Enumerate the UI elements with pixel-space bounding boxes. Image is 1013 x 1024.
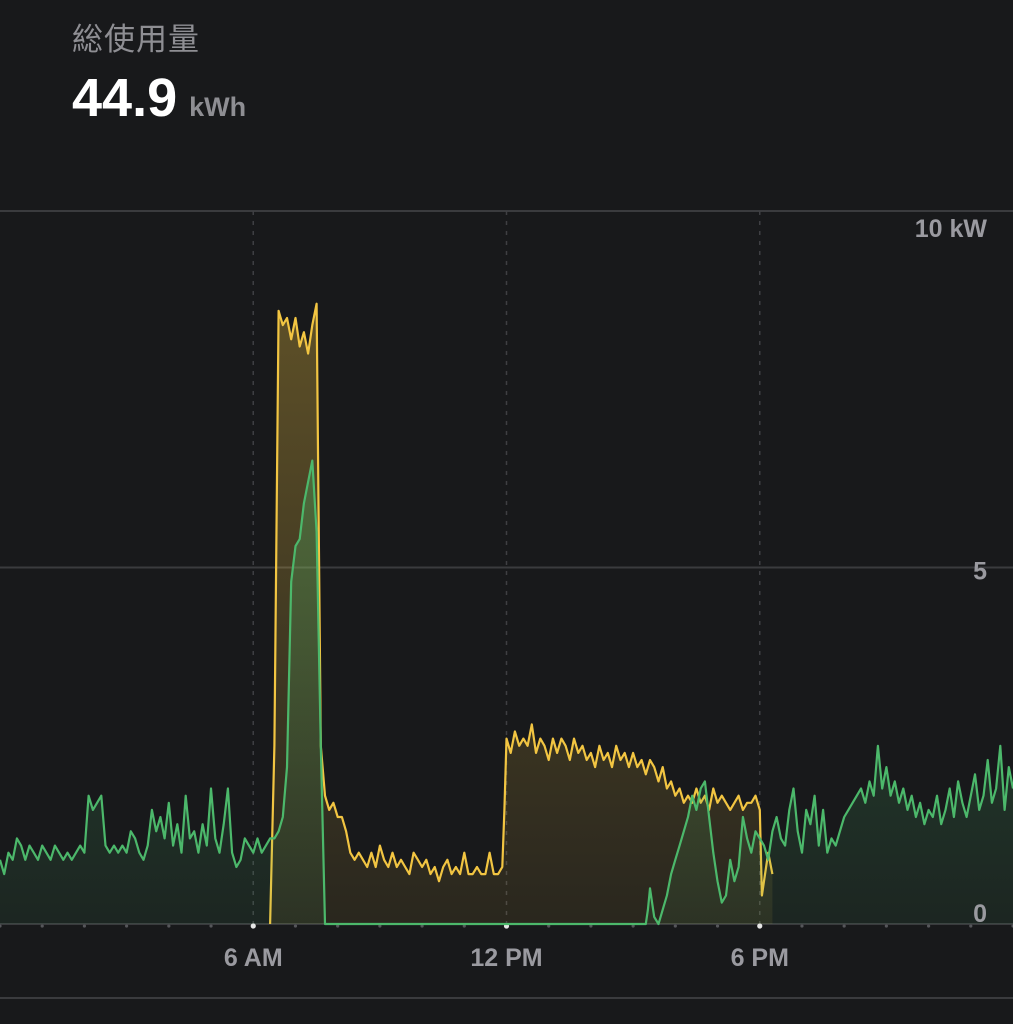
- y-tick-label-5: 5: [973, 558, 987, 586]
- x-axis-hour-dot: [547, 924, 551, 928]
- x-axis-hour-dot: [209, 924, 213, 928]
- x-axis-hour-dot: [926, 924, 931, 928]
- x-axis-hour-dot: [800, 924, 804, 928]
- x-axis-hour-dot: [673, 924, 677, 928]
- x-axis-hour-dot: [589, 924, 593, 928]
- x-axis-hour-dot: [884, 924, 888, 928]
- x-axis-hour-dot: [631, 924, 635, 928]
- total-usage-row: 44.9 kWh: [72, 68, 246, 128]
- x-tick-label-12-pm: 12 PM: [470, 944, 542, 972]
- x-axis-hour-dot: [40, 924, 44, 928]
- x-axis-hour-dot: [250, 923, 256, 929]
- x-axis-hour-dot: [715, 924, 720, 928]
- x-axis-hour-dot: [757, 923, 763, 929]
- line-solar: [0, 459, 1013, 926]
- x-axis-hour-dot: [293, 924, 298, 928]
- total-usage-title: 総使用量: [72, 22, 200, 57]
- total-usage-value: 44.9: [72, 68, 178, 128]
- x-axis-hour-dot: [420, 924, 424, 928]
- x-axis-hour-dot: [378, 924, 382, 928]
- x-axis-hour-dot: [336, 924, 340, 928]
- total-usage-unit: kWh: [189, 92, 247, 122]
- x-tick-label-6-pm: 6 PM: [731, 944, 789, 972]
- y-tick-label-0: 0: [973, 900, 987, 928]
- x-axis-hour-dot: [842, 924, 846, 928]
- x-axis-hour-dot: [167, 924, 171, 928]
- area-solar: [0, 460, 1013, 924]
- x-tick-label-6-am: 6 AM: [224, 944, 283, 972]
- x-axis-hour-dot: [0, 924, 2, 928]
- x-axis-hour-dot: [462, 924, 466, 928]
- x-axis-hour-dot: [82, 924, 87, 928]
- x-axis-hour-dot: [969, 924, 973, 928]
- usage-header: 総使用量 44.9 kWh: [72, 20, 246, 128]
- x-axis-hour-dot: [125, 924, 129, 928]
- y-tick-label-10: 10 kW: [915, 215, 988, 243]
